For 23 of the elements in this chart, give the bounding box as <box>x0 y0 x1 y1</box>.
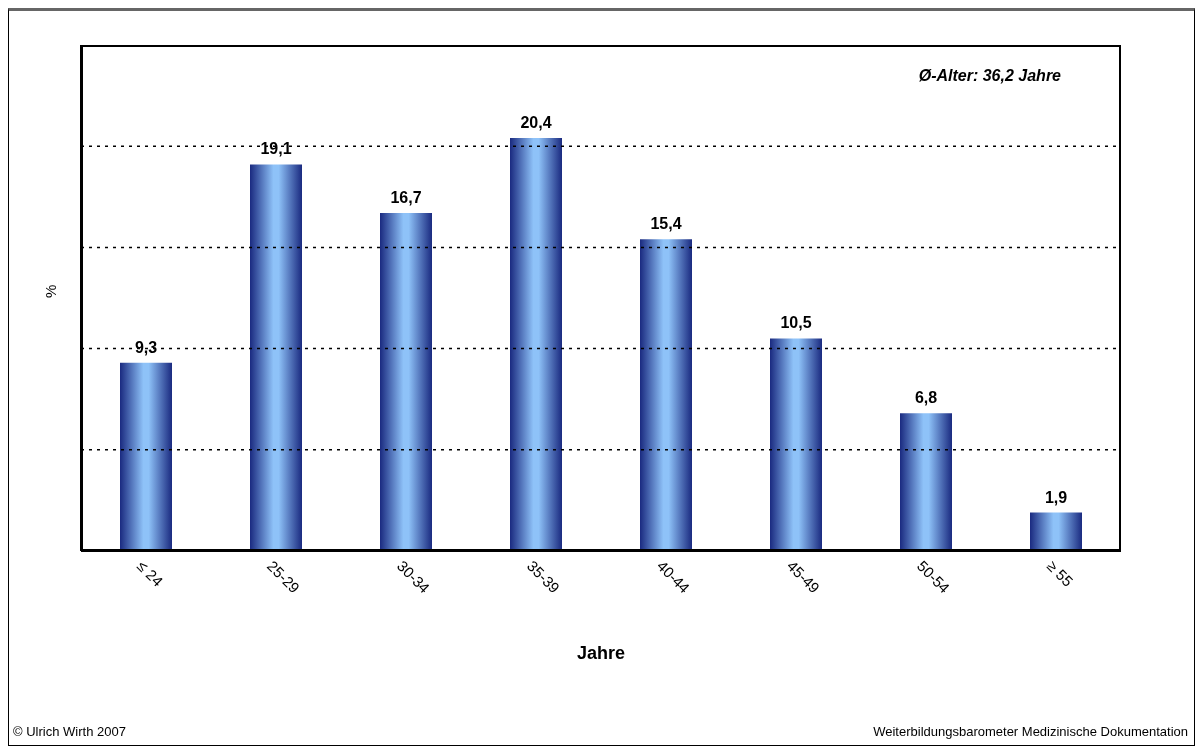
data-label: 9,3 <box>134 338 158 356</box>
data-label: 15,4 <box>650 215 682 233</box>
y-axis-title: % <box>42 284 60 298</box>
bar <box>770 338 822 551</box>
data-label: 1,9 <box>1044 488 1068 506</box>
bar <box>250 164 302 551</box>
data-label: 6,8 <box>914 389 938 407</box>
bar <box>640 239 692 551</box>
bar <box>120 362 172 551</box>
bar <box>380 212 432 551</box>
bar <box>1030 512 1082 551</box>
annotation: Ø-Alter: 36,2 Jahre <box>918 67 1061 85</box>
data-label: 16,7 <box>390 188 422 206</box>
x-tick-label: ≥ 55 <box>1043 557 1077 590</box>
data-label: 19,1 <box>260 140 292 158</box>
text: Weiterbildungsbarometer Medizinische Dokumentation <box>873 724 1188 739</box>
x-axis-title: Jahre <box>576 643 626 663</box>
data-label: 10,5 <box>780 314 812 332</box>
x-tick-label: ≤ 24 <box>133 557 167 590</box>
text: © Ulrich Wirth 2007 <box>13 724 126 739</box>
data-label: 20,4 <box>520 114 552 132</box>
bar <box>900 413 952 551</box>
bar <box>510 138 562 551</box>
